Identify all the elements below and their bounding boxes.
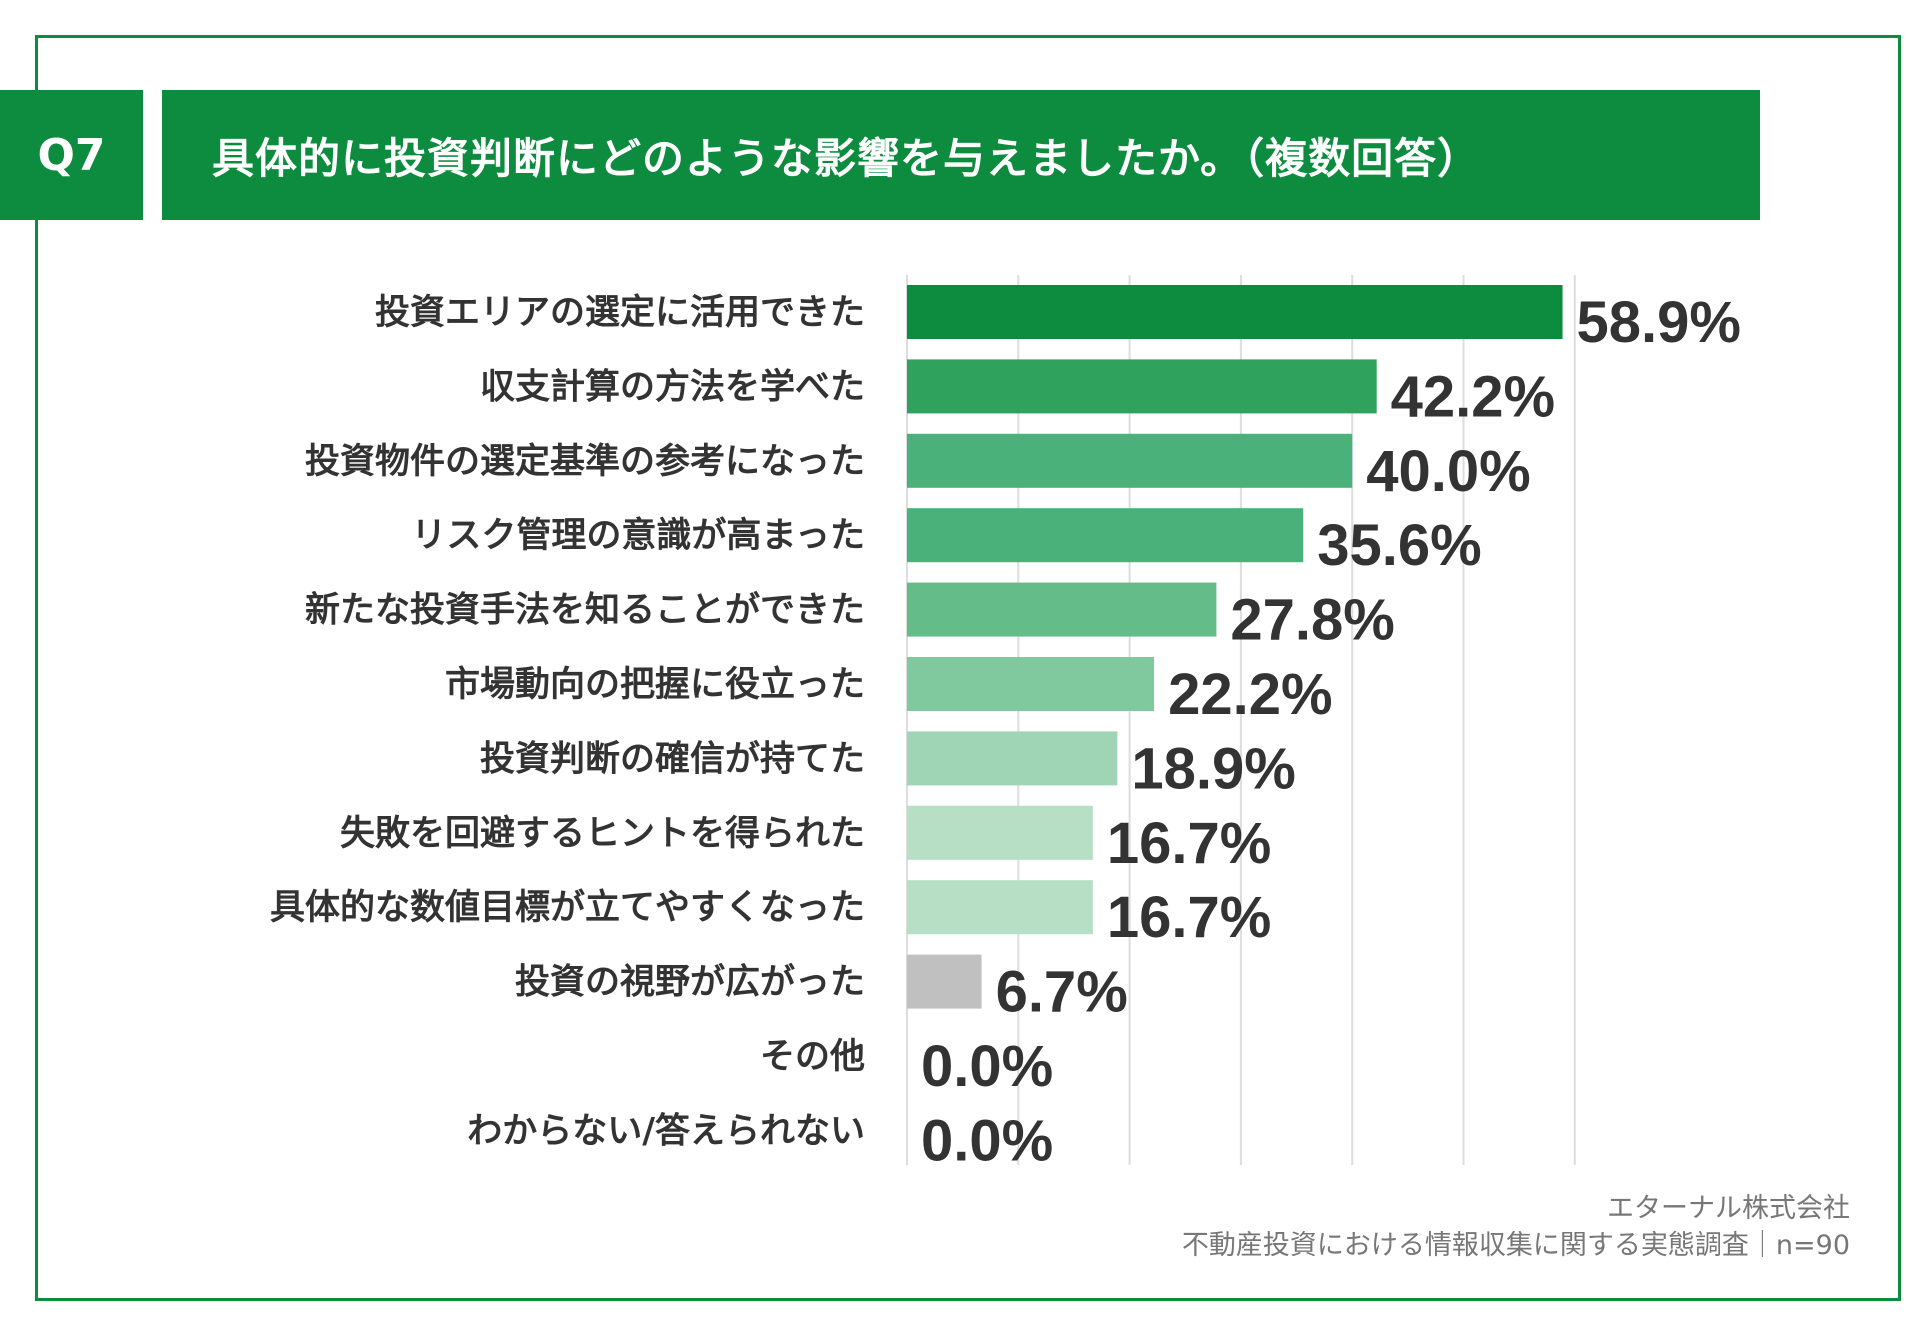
value-label: 6.7% bbox=[996, 960, 1128, 1025]
chart-title: 具体的に投資判断にどのような影響を与えましたか。（複数回答） bbox=[162, 90, 1760, 220]
category-label: 市場動向の把握に役立った bbox=[445, 665, 865, 705]
bar bbox=[907, 508, 1304, 563]
bar bbox=[907, 880, 1093, 935]
bar bbox=[907, 805, 1093, 860]
value-label: 27.8% bbox=[1230, 588, 1394, 653]
category-label: 具体的な数値目標が立てやすくなった bbox=[270, 888, 865, 928]
category-label: その他 bbox=[760, 1037, 865, 1077]
category-label: 投資の視野が広がった bbox=[515, 963, 865, 1003]
category-label: 収支計算の方法を学べた bbox=[480, 366, 865, 407]
chart-frame bbox=[35, 35, 1901, 1301]
value-label: 35.6% bbox=[1317, 513, 1481, 578]
value-label: 16.7% bbox=[1107, 811, 1271, 876]
footer-survey: 不動産投資における情報収集に関する実態調査｜n=90 bbox=[1181, 1230, 1850, 1261]
value-label: 58.9% bbox=[1577, 290, 1741, 355]
bar bbox=[907, 359, 1377, 414]
grid-lines bbox=[906, 275, 1576, 1165]
bars bbox=[907, 285, 1563, 1009]
category-label: 投資物件の選定基準の参考になった bbox=[305, 442, 865, 482]
bar bbox=[907, 731, 1118, 786]
value-label: 22.2% bbox=[1168, 662, 1332, 727]
bar bbox=[907, 657, 1155, 711]
value-label: 16.7% bbox=[1107, 885, 1271, 950]
bar bbox=[907, 285, 1563, 339]
value-label: 0.0% bbox=[921, 1034, 1053, 1099]
footer-company: エターナル株式会社 bbox=[1607, 1193, 1850, 1224]
category-label: 失敗を回避するヒントを得られた bbox=[340, 814, 865, 854]
bar bbox=[907, 582, 1217, 637]
value-label: 40.0% bbox=[1366, 439, 1530, 504]
category-label: 投資エリアの選定に活用できた bbox=[375, 293, 865, 333]
bar bbox=[907, 954, 982, 1009]
labels: 投資エリアの選定に活用できた 58.9% 収支計算の方法を学べた 42.2% 投資物件の… bbox=[270, 290, 1741, 1173]
value-label: 18.9% bbox=[1131, 736, 1295, 801]
value-label: 0.0% bbox=[921, 1108, 1053, 1173]
bar bbox=[907, 433, 1353, 488]
category-label: リスク管理の意識が高まった bbox=[411, 516, 865, 556]
question-badge: Q7 bbox=[0, 90, 143, 220]
value-label: 42.2% bbox=[1391, 364, 1555, 429]
category-label: 投資判断の確信が持てた bbox=[480, 739, 865, 779]
source-footer: エターナル株式会社 不動産投資における情報収集に関する実態調査｜n=90 bbox=[1182, 1190, 1850, 1264]
bar-chart: 投資エリアの選定に活用できた 58.9% 収支計算の方法を学べた 42.2% 投資物件の… bbox=[270, 275, 1741, 1173]
category-label: わからない/答えられない bbox=[467, 1111, 865, 1151]
category-label: 新たな投資手法を知ることができた bbox=[305, 591, 865, 631]
